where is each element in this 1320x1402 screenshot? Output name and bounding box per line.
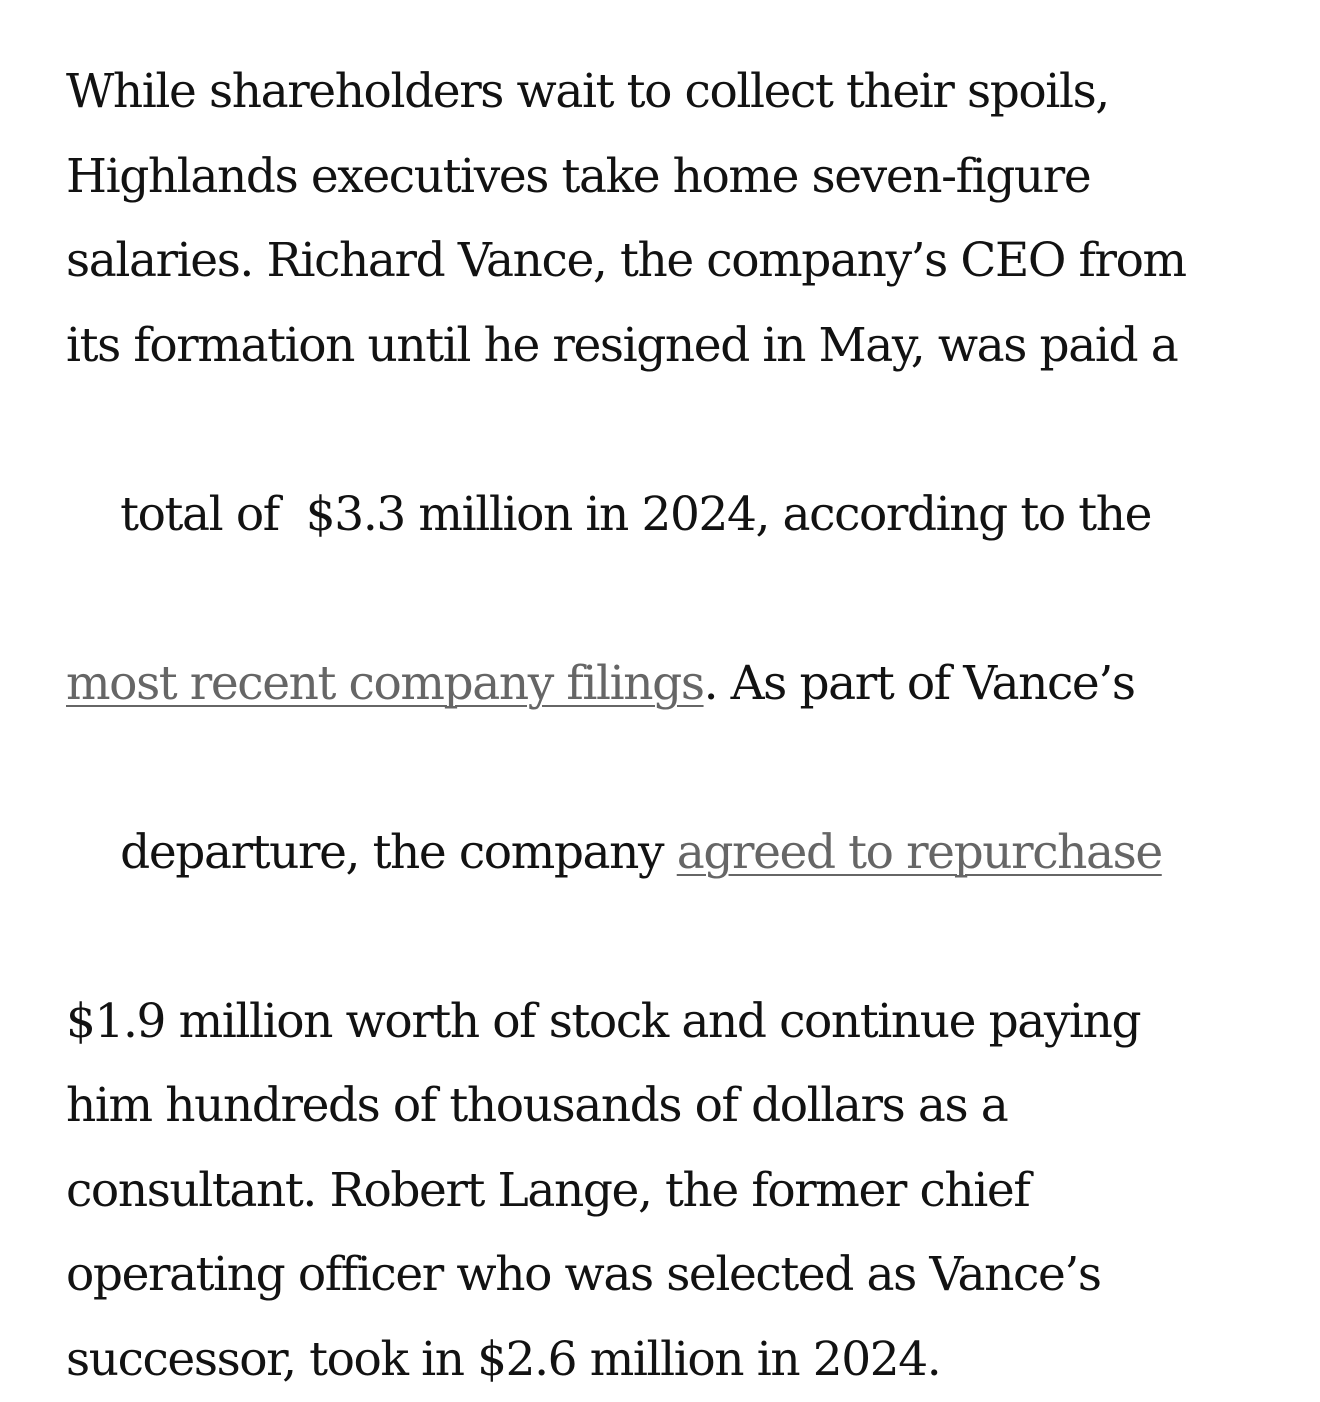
paragraph-line: its formation until he resigned in May, … (66, 304, 1276, 389)
line-text: its formation until he resigned in May, … (66, 318, 1177, 373)
paragraph-line: him hundreds of thousands of dollars as … (66, 1064, 1276, 1149)
line-text: departure, the company (120, 825, 677, 880)
paragraph-line: salaries. Richard Vance, the company’s C… (66, 219, 1276, 304)
paragraph-line: While shareholders wait to collect their… (66, 50, 1276, 135)
line-text: successor, took in $2.6 million in 2024. (66, 1332, 940, 1387)
line-text: While shareholders wait to collect their… (66, 64, 1109, 119)
line-text: $1.9 million worth of stock and continue… (66, 994, 1140, 1049)
line-text: . As part of Vance’s (704, 656, 1135, 711)
agreed-to-repurchase-link[interactable]: agreed to repurchase (677, 825, 1162, 880)
line-text: operating officer who was selected as Va… (66, 1247, 1101, 1302)
line-text: consultant. Robert Lange, the former chi… (66, 1163, 1029, 1218)
line-text: total of $3.3 million in 2024, according… (120, 487, 1151, 542)
article-paragraph: While shareholders wait to collect their… (66, 50, 1276, 1402)
paragraph-line: most recent company filings. As part of … (66, 642, 1276, 727)
paragraph-line: $1.9 million worth of stock and continue… (66, 980, 1276, 1065)
line-text: him hundreds of thousands of dollars as … (66, 1078, 1007, 1133)
paragraph-line: Highlands executives take home seven-fig… (66, 135, 1276, 220)
paragraph-line: consultant. Robert Lange, the former chi… (66, 1149, 1276, 1234)
line-text: salaries. Richard Vance, the company’s C… (66, 233, 1186, 288)
paragraph-line: departure, the company agreed to repurch… (66, 726, 1276, 980)
line-text: Highlands executives take home seven-fig… (66, 149, 1090, 204)
paragraph-line: total of $3.3 million in 2024, according… (66, 388, 1276, 642)
paragraph-line: operating officer who was selected as Va… (66, 1233, 1276, 1318)
company-filings-link[interactable]: most recent company filings (66, 656, 704, 711)
paragraph-line: successor, took in $2.6 million in 2024. (66, 1318, 1276, 1402)
